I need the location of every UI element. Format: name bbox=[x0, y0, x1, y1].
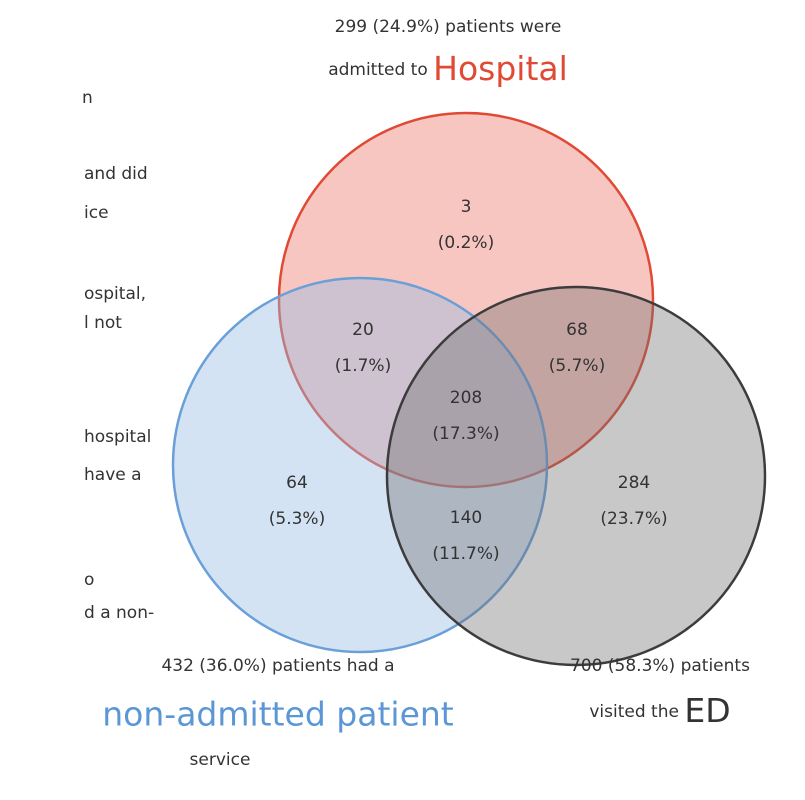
top-prefix: admitted to bbox=[328, 60, 433, 80]
top-name: Hospital bbox=[433, 49, 568, 88]
region-percent: (5.3%) bbox=[269, 509, 325, 529]
region-count: 140 bbox=[450, 508, 482, 528]
region-percent: (1.7%) bbox=[335, 356, 391, 376]
ed-circle bbox=[385, 285, 767, 667]
region-count: 68 bbox=[566, 320, 588, 340]
side-text: o bbox=[84, 570, 94, 590]
side-text: n bbox=[82, 88, 93, 108]
right-name: ED bbox=[684, 691, 730, 730]
left-label-line1: 432 (36.0%) patients had a bbox=[161, 656, 394, 676]
left-name: non-admitted patient bbox=[102, 695, 454, 734]
region-percent: (23.7%) bbox=[600, 509, 667, 529]
side-text: and did bbox=[84, 164, 148, 184]
side-text: l not bbox=[84, 313, 122, 333]
region-percent: (5.7%) bbox=[549, 356, 605, 376]
non-admitted-circle bbox=[171, 276, 549, 654]
side-text: ice bbox=[84, 203, 109, 223]
right-prefix: visited the bbox=[589, 702, 684, 722]
side-text: hospital bbox=[84, 427, 151, 447]
left-label-line3: service bbox=[190, 750, 251, 770]
region-count: 64 bbox=[286, 473, 308, 493]
right-label-line1: 700 (58.3%) patients bbox=[570, 656, 750, 676]
hospital-circle bbox=[277, 111, 655, 489]
side-text: d a non- bbox=[84, 603, 154, 623]
side-text: ospital, bbox=[84, 284, 146, 304]
region-count: 284 bbox=[618, 473, 650, 493]
region-percent: (17.3%) bbox=[432, 424, 499, 444]
top-label-line1: 299 (24.9%) patients were bbox=[335, 17, 562, 37]
right-label: visited the ED bbox=[589, 691, 730, 730]
region-count: 208 bbox=[450, 388, 482, 408]
region-count: 20 bbox=[352, 320, 374, 340]
side-text: have a bbox=[84, 465, 142, 485]
region-percent: (11.7%) bbox=[432, 544, 499, 564]
top-label: admitted to Hospital bbox=[328, 49, 568, 88]
region-percent: (0.2%) bbox=[438, 233, 494, 253]
region-count: 3 bbox=[461, 197, 472, 217]
